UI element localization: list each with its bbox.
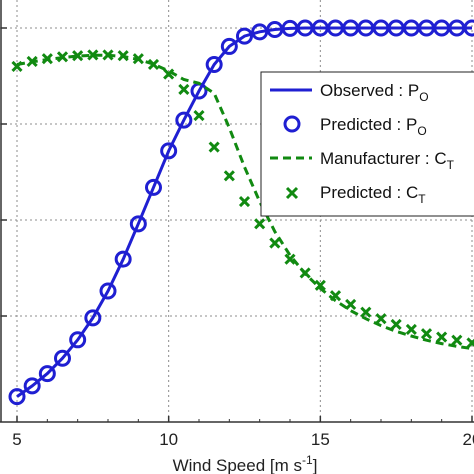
point-predicted-ct — [405, 323, 417, 336]
point-predicted-ct — [254, 218, 266, 230]
point-predicted-ct — [147, 58, 160, 71]
point-predicted-ct — [26, 55, 38, 67]
legend-label-predicted-ct: Predicted : CT — [320, 183, 426, 206]
point-predicted-po — [145, 178, 162, 196]
point-predicted-po — [54, 349, 71, 367]
point-predicted-po — [175, 111, 193, 129]
point-predicted-ct — [178, 83, 190, 96]
legend-label-observed-po: Observed : PO — [320, 81, 429, 104]
point-predicted-ct — [360, 306, 372, 318]
series-layer — [8, 19, 474, 406]
point-predicted-po — [38, 365, 56, 383]
point-predicted-po — [99, 282, 117, 300]
point-predicted-po — [160, 142, 178, 160]
point-predicted-po — [220, 37, 238, 55]
point-predicted-ct — [87, 49, 99, 61]
point-predicted-ct — [269, 237, 281, 249]
x-tick-label-10: 10 — [159, 430, 178, 449]
point-predicted-ct — [329, 290, 342, 302]
x-axis-label-sup: -1 — [302, 453, 313, 467]
point-predicted-po — [8, 388, 26, 406]
point-predicted-ct — [72, 50, 84, 62]
point-predicted-po — [23, 377, 41, 395]
legend: Observed : PO Predicted : PO Manufacture… — [260, 71, 474, 217]
point-predicted-ct — [436, 331, 448, 343]
series-line-0 — [16, 26, 472, 398]
point-predicted-ct — [41, 53, 53, 65]
point-predicted-ct — [56, 51, 69, 63]
point-predicted-ct — [193, 109, 205, 122]
x-tick-label-5: 5 — [12, 430, 21, 449]
point-predicted-po — [129, 215, 147, 233]
point-predicted-ct — [284, 253, 296, 265]
point-predicted-po — [205, 55, 223, 73]
point-predicted-ct — [102, 49, 114, 61]
point-predicted-po — [114, 250, 132, 268]
point-predicted-ct — [117, 50, 129, 62]
point-predicted-po — [463, 19, 474, 37]
point-predicted-ct — [345, 298, 357, 311]
legend-label-predicted-po: Predicted : PO — [320, 115, 427, 138]
x-tick-labels: 5 10 15 20 — [12, 430, 474, 449]
point-predicted-ct — [314, 279, 326, 291]
point-predicted-po — [236, 27, 253, 45]
legend-swatch-predicted-po — [283, 115, 301, 133]
point-predicted-po — [69, 331, 87, 349]
x-tick-label-15: 15 — [311, 430, 330, 449]
point-predicted-ct — [238, 196, 251, 208]
point-predicted-ct — [420, 328, 433, 340]
point-predicted-ct — [390, 318, 402, 331]
point-predicted-ct — [132, 53, 144, 65]
legend-swatch-predicted-ct — [285, 186, 299, 200]
point-predicted-ct — [223, 170, 235, 182]
point-predicted-ct — [163, 68, 175, 80]
point-predicted-ct — [299, 267, 311, 279]
legend-box — [260, 71, 474, 217]
x-axis-label: Wind Speed [m s-1] — [173, 453, 318, 474]
point-predicted-ct — [208, 141, 220, 153]
legend-label-manufacturer-ct: Manufacturer : CT — [320, 149, 455, 172]
point-predicted-po — [84, 309, 102, 327]
point-predicted-ct — [466, 337, 474, 349]
x-axis-label-close: ] — [313, 456, 318, 474]
x-tick-label-20: 20 — [463, 430, 474, 449]
point-predicted-ct — [11, 60, 23, 72]
point-predicted-ct — [375, 313, 387, 325]
point-predicted-ct — [451, 334, 463, 346]
